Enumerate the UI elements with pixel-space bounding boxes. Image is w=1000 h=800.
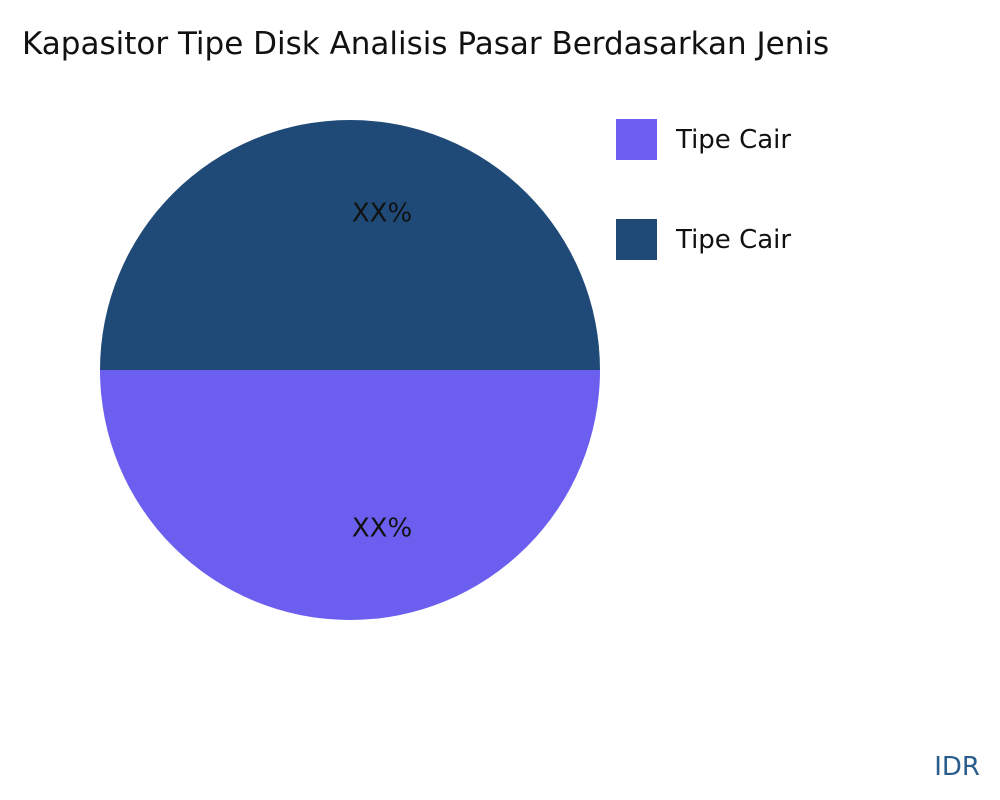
legend-label: Tipe Cair [676, 124, 792, 155]
chart-title: Kapasitor Tipe Disk Analisis Pasar Berda… [22, 26, 830, 62]
legend-swatch [616, 219, 657, 260]
legend-label: Tipe Cair [676, 224, 792, 255]
brand-logo-text: IDR [934, 752, 980, 782]
legend-item: Tipe Cair [616, 219, 791, 260]
pie-slice [100, 370, 600, 620]
legend-swatch [616, 119, 657, 160]
legend-item: Tipe Cair [616, 119, 791, 160]
slice-data-label: XX% [352, 199, 412, 229]
pie-slice [100, 120, 600, 370]
slice-data-label: XX% [352, 514, 412, 544]
